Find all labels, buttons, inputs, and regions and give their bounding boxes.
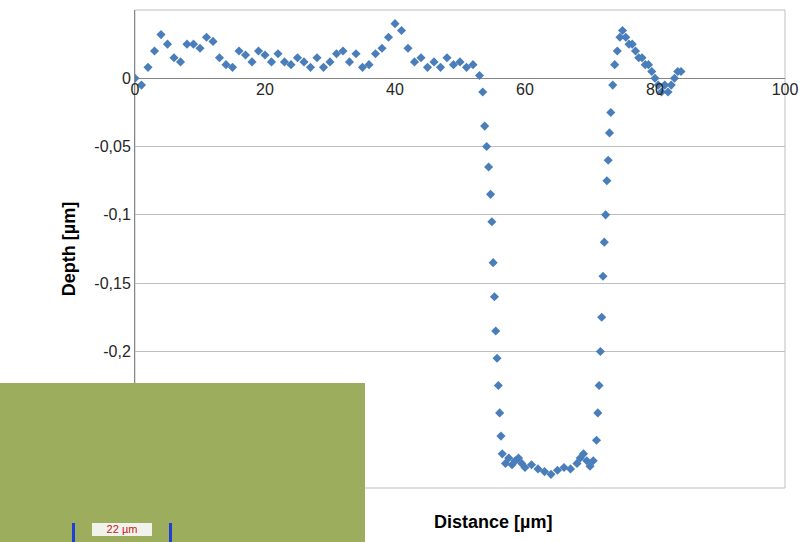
- svg-text:Distance [µm]: Distance [µm]: [434, 512, 552, 532]
- svg-text:100: 100: [772, 81, 799, 98]
- svg-text:Depth [µm]: Depth [µm]: [59, 202, 79, 296]
- svg-text:20: 20: [256, 81, 274, 98]
- svg-text:-0,2: -0,2: [103, 343, 131, 360]
- svg-text:80: 80: [646, 81, 664, 98]
- svg-text:40: 40: [386, 81, 404, 98]
- svg-text:-0,05: -0,05: [94, 138, 131, 155]
- html-text:22 µm: 22 µm: [106, 523, 138, 535]
- svg-text:-0,15: -0,15: [94, 275, 131, 292]
- svg-text:0: 0: [122, 70, 131, 87]
- svg-text:0: 0: [131, 81, 140, 98]
- svg-text:-0,1: -0,1: [103, 206, 131, 223]
- svg-text:60: 60: [516, 81, 534, 98]
